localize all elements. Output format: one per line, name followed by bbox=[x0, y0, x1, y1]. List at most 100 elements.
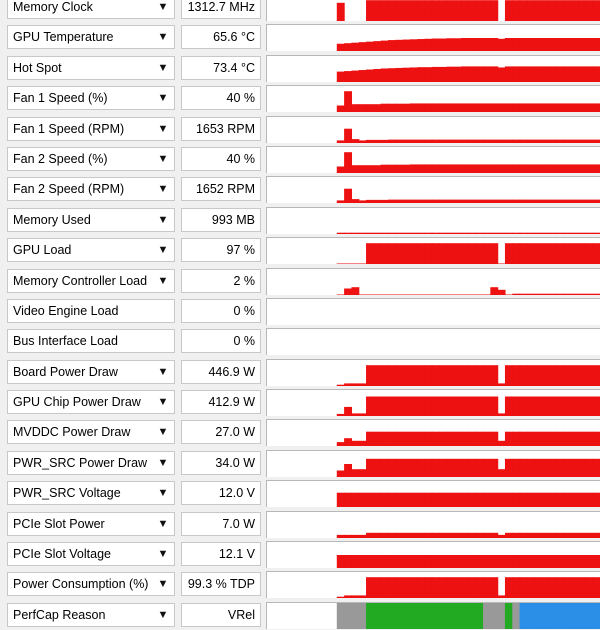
sensor-label: Power Consumption (%) bbox=[13, 577, 149, 592]
dropdown-arrow-icon[interactable]: ▼ bbox=[157, 487, 169, 500]
graph-bar bbox=[526, 396, 535, 417]
graph-bar bbox=[556, 139, 565, 143]
sensor-row: MVDDC Power Draw ▼ 27.0 W bbox=[0, 417, 600, 447]
graph-bar bbox=[387, 68, 396, 82]
dropdown-arrow-icon[interactable]: ▼ bbox=[157, 61, 169, 74]
graph-bar bbox=[475, 103, 484, 113]
graph-bar bbox=[541, 532, 550, 538]
graph-bar bbox=[373, 41, 382, 52]
graph-bar bbox=[592, 364, 600, 386]
graph-bar bbox=[409, 103, 418, 113]
sensor-name[interactable]: Hot Spot ▼ bbox=[7, 55, 175, 80]
sensor-name[interactable]: PCIe Slot Power ▼ bbox=[7, 511, 175, 536]
dropdown-arrow-icon[interactable]: ▼ bbox=[157, 31, 169, 44]
sensor-name[interactable]: Memory Controller Load ▼ bbox=[7, 268, 175, 293]
sensor-graph-plot bbox=[336, 66, 600, 82]
perfcap-segment bbox=[585, 602, 594, 629]
dropdown-arrow-icon[interactable]: ▼ bbox=[157, 213, 169, 226]
graph-bar bbox=[534, 492, 543, 508]
graph-bar bbox=[483, 492, 491, 508]
graph-bar bbox=[344, 463, 353, 477]
dropdown-arrow-icon[interactable]: ▼ bbox=[157, 517, 169, 530]
sensor-value: 40 % bbox=[181, 146, 261, 171]
sensor-name[interactable]: Fan 2 Speed (%) ▼ bbox=[7, 146, 175, 171]
perfcap-segment bbox=[504, 602, 513, 629]
graph-bar bbox=[563, 139, 572, 143]
graph-bar bbox=[548, 199, 557, 204]
sensor-row: Board Power Draw ▼ 446.9 W bbox=[0, 357, 600, 387]
graph-bar bbox=[504, 364, 513, 386]
sensor-name[interactable]: GPU Temperature ▼ bbox=[7, 25, 175, 50]
graph-bar bbox=[534, 555, 543, 569]
sensor-row: Memory Controller Load ▼ 2 % bbox=[0, 266, 600, 296]
graph-bar bbox=[395, 577, 404, 599]
graph-bar bbox=[344, 288, 353, 295]
sensor-graph-plot bbox=[336, 38, 600, 52]
sensor-name[interactable]: GPU Load ▼ bbox=[7, 238, 175, 263]
graph-bar bbox=[387, 492, 396, 508]
dropdown-arrow-icon[interactable]: ▼ bbox=[157, 122, 169, 135]
graph-bar bbox=[366, 165, 374, 173]
sensor-name[interactable]: Memory Clock ▼ bbox=[7, 0, 175, 19]
dropdown-arrow-icon[interactable]: ▼ bbox=[157, 396, 169, 409]
dropdown-arrow-icon[interactable]: ▼ bbox=[157, 183, 169, 196]
graph-bar bbox=[563, 555, 572, 569]
dropdown-arrow-icon[interactable]: ▼ bbox=[157, 244, 169, 257]
dropdown-arrow-icon[interactable]: ▼ bbox=[157, 1, 169, 13]
graph-bar bbox=[563, 532, 572, 538]
sensor-name[interactable]: Video Engine Load ▼ bbox=[7, 298, 175, 323]
graph-bar bbox=[373, 492, 382, 508]
perfcap-segment bbox=[548, 602, 557, 629]
sensor-name[interactable]: Fan 1 Speed (RPM) ▼ bbox=[7, 116, 175, 141]
graph-bar bbox=[556, 492, 565, 508]
dropdown-arrow-icon[interactable]: ▼ bbox=[157, 548, 169, 561]
graph-bar bbox=[570, 555, 579, 569]
graph-bar bbox=[504, 293, 513, 295]
graph-bar bbox=[541, 38, 550, 52]
sensor-name[interactable]: Board Power Draw ▼ bbox=[7, 359, 175, 384]
graph-bar bbox=[556, 458, 565, 477]
dropdown-arrow-icon[interactable]: ▼ bbox=[157, 456, 169, 469]
sensor-name[interactable]: PCIe Slot Voltage ▼ bbox=[7, 542, 175, 567]
graph-bar bbox=[483, 139, 491, 143]
dropdown-arrow-icon[interactable]: ▼ bbox=[157, 426, 169, 439]
sensor-name[interactable]: Fan 2 Speed (RPM) ▼ bbox=[7, 177, 175, 202]
graph-bar bbox=[453, 243, 462, 265]
graph-bar bbox=[431, 364, 440, 386]
sensor-name[interactable]: PWR_SRC Power Draw ▼ bbox=[7, 450, 175, 475]
graph-bar bbox=[402, 532, 411, 538]
sensor-name[interactable]: Fan 1 Speed (%) ▼ bbox=[7, 86, 175, 111]
sensor-name[interactable]: PWR_SRC Voltage ▼ bbox=[7, 481, 175, 506]
sensor-name[interactable]: Power Consumption (%) ▼ bbox=[7, 572, 175, 597]
graph-bar bbox=[541, 0, 550, 21]
graph-bar bbox=[373, 68, 382, 82]
graph-bar bbox=[366, 555, 374, 569]
graph-bar bbox=[439, 243, 448, 265]
dropdown-arrow-icon[interactable]: ▼ bbox=[157, 578, 169, 591]
dropdown-arrow-icon[interactable]: ▼ bbox=[157, 365, 169, 378]
graph-bar bbox=[475, 555, 484, 569]
graph-bar bbox=[585, 232, 594, 234]
graph-bar bbox=[380, 40, 389, 52]
graph-bar bbox=[461, 66, 469, 82]
graph-bar bbox=[570, 243, 579, 265]
graph-bar bbox=[446, 232, 455, 234]
graph-bar bbox=[578, 396, 586, 417]
graph-bar bbox=[373, 104, 382, 113]
graph-bar bbox=[504, 432, 513, 447]
graph-bar bbox=[431, 199, 440, 204]
dropdown-arrow-icon[interactable]: ▼ bbox=[157, 92, 169, 105]
sensor-name[interactable]: Bus Interface Load ▼ bbox=[7, 329, 175, 354]
graph-bar bbox=[366, 243, 374, 265]
graph-bar bbox=[358, 555, 367, 569]
dropdown-arrow-icon[interactable]: ▼ bbox=[157, 274, 169, 287]
graph-bar bbox=[395, 555, 404, 569]
graph-bar bbox=[446, 164, 455, 173]
sensor-name[interactable]: Memory Used ▼ bbox=[7, 207, 175, 232]
sensor-name[interactable]: MVDDC Power Draw ▼ bbox=[7, 420, 175, 445]
graph-bar bbox=[461, 38, 469, 52]
graph-bar bbox=[468, 458, 477, 477]
sensor-name[interactable]: GPU Chip Power Draw ▼ bbox=[7, 390, 175, 415]
dropdown-arrow-icon[interactable]: ▼ bbox=[157, 152, 169, 165]
perfcap-segment bbox=[373, 602, 382, 629]
